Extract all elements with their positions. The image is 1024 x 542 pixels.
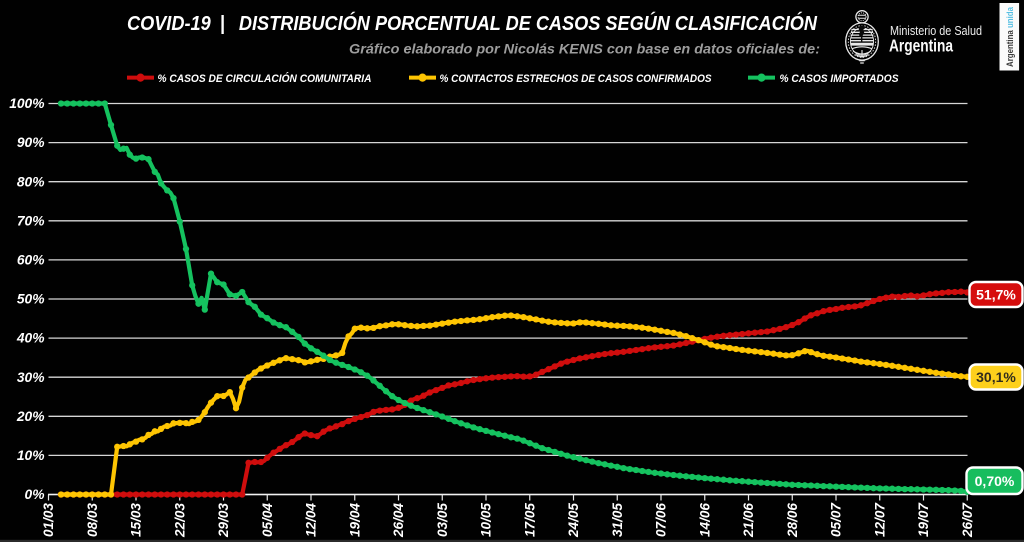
svg-text:Gráfico elaborado por Nicolás: Gráfico elaborado por Nicolás KENIS con … bbox=[349, 42, 820, 57]
svg-text:80%: 80% bbox=[17, 174, 45, 189]
svg-text:05/07: 05/07 bbox=[829, 502, 844, 537]
svg-text:07/06: 07/06 bbox=[654, 503, 669, 537]
svg-text:% CASOS DE CIRCULACIÓN COMUNIT: % CASOS DE CIRCULACIÓN COMUNITARIA bbox=[158, 72, 372, 85]
svg-text:0,70%: 0,70% bbox=[975, 473, 1015, 489]
svg-text:03/05: 03/05 bbox=[435, 503, 450, 537]
svg-text:24/05: 24/05 bbox=[566, 503, 581, 538]
svg-text:19/04: 19/04 bbox=[347, 503, 362, 537]
svg-text:12/04: 12/04 bbox=[304, 503, 319, 537]
svg-text:19/07: 19/07 bbox=[916, 502, 931, 537]
svg-text:10%: 10% bbox=[17, 448, 45, 463]
svg-text:10/05: 10/05 bbox=[479, 503, 494, 537]
svg-text:30,1%: 30,1% bbox=[976, 369, 1016, 385]
svg-text:COVID-19 | DISTRIBUCIÓN PORCE: COVID-19 | DISTRIBUCIÓN PORCENTUAL DE CA… bbox=[127, 11, 818, 35]
svg-text:01/03: 01/03 bbox=[41, 503, 56, 537]
svg-text:Ministerio de Salud: Ministerio de Salud bbox=[890, 23, 982, 38]
svg-text:Argentina unida: Argentina unida bbox=[1005, 6, 1015, 67]
svg-text:31/05: 31/05 bbox=[610, 503, 625, 537]
svg-text:08/03: 08/03 bbox=[85, 503, 100, 537]
svg-text:15/03: 15/03 bbox=[129, 503, 144, 537]
svg-text:30%: 30% bbox=[17, 370, 45, 385]
svg-text:100%: 100% bbox=[9, 96, 44, 111]
svg-text:22/03: 22/03 bbox=[172, 503, 187, 538]
svg-text:% CONTACTOS ESTRECHOS DE CASOS: % CONTACTOS ESTRECHOS DE CASOS CONFIRMAD… bbox=[440, 73, 713, 85]
svg-text:% CASOS IMPORTADOS: % CASOS IMPORTADOS bbox=[780, 73, 900, 85]
svg-text:20%: 20% bbox=[16, 409, 45, 424]
svg-text:17/05: 17/05 bbox=[522, 503, 537, 537]
svg-text:90%: 90% bbox=[17, 135, 45, 150]
svg-text:60%: 60% bbox=[17, 253, 45, 268]
svg-text:26/04: 26/04 bbox=[391, 503, 406, 538]
svg-text:12/07: 12/07 bbox=[872, 502, 887, 537]
svg-text:0%: 0% bbox=[25, 487, 45, 502]
svg-text:26/07: 26/07 bbox=[960, 502, 975, 538]
svg-text:14/06: 14/06 bbox=[697, 503, 712, 537]
svg-text:40%: 40% bbox=[16, 331, 45, 346]
svg-text:70%: 70% bbox=[17, 213, 45, 228]
svg-text:05/04: 05/04 bbox=[260, 503, 275, 537]
svg-text:Argentina: Argentina bbox=[889, 36, 953, 56]
svg-text:29/03: 29/03 bbox=[216, 503, 231, 538]
svg-text:51,7%: 51,7% bbox=[976, 287, 1016, 303]
svg-text:28/06: 28/06 bbox=[785, 503, 800, 538]
svg-text:21/06: 21/06 bbox=[741, 503, 756, 538]
svg-text:50%: 50% bbox=[17, 292, 45, 307]
